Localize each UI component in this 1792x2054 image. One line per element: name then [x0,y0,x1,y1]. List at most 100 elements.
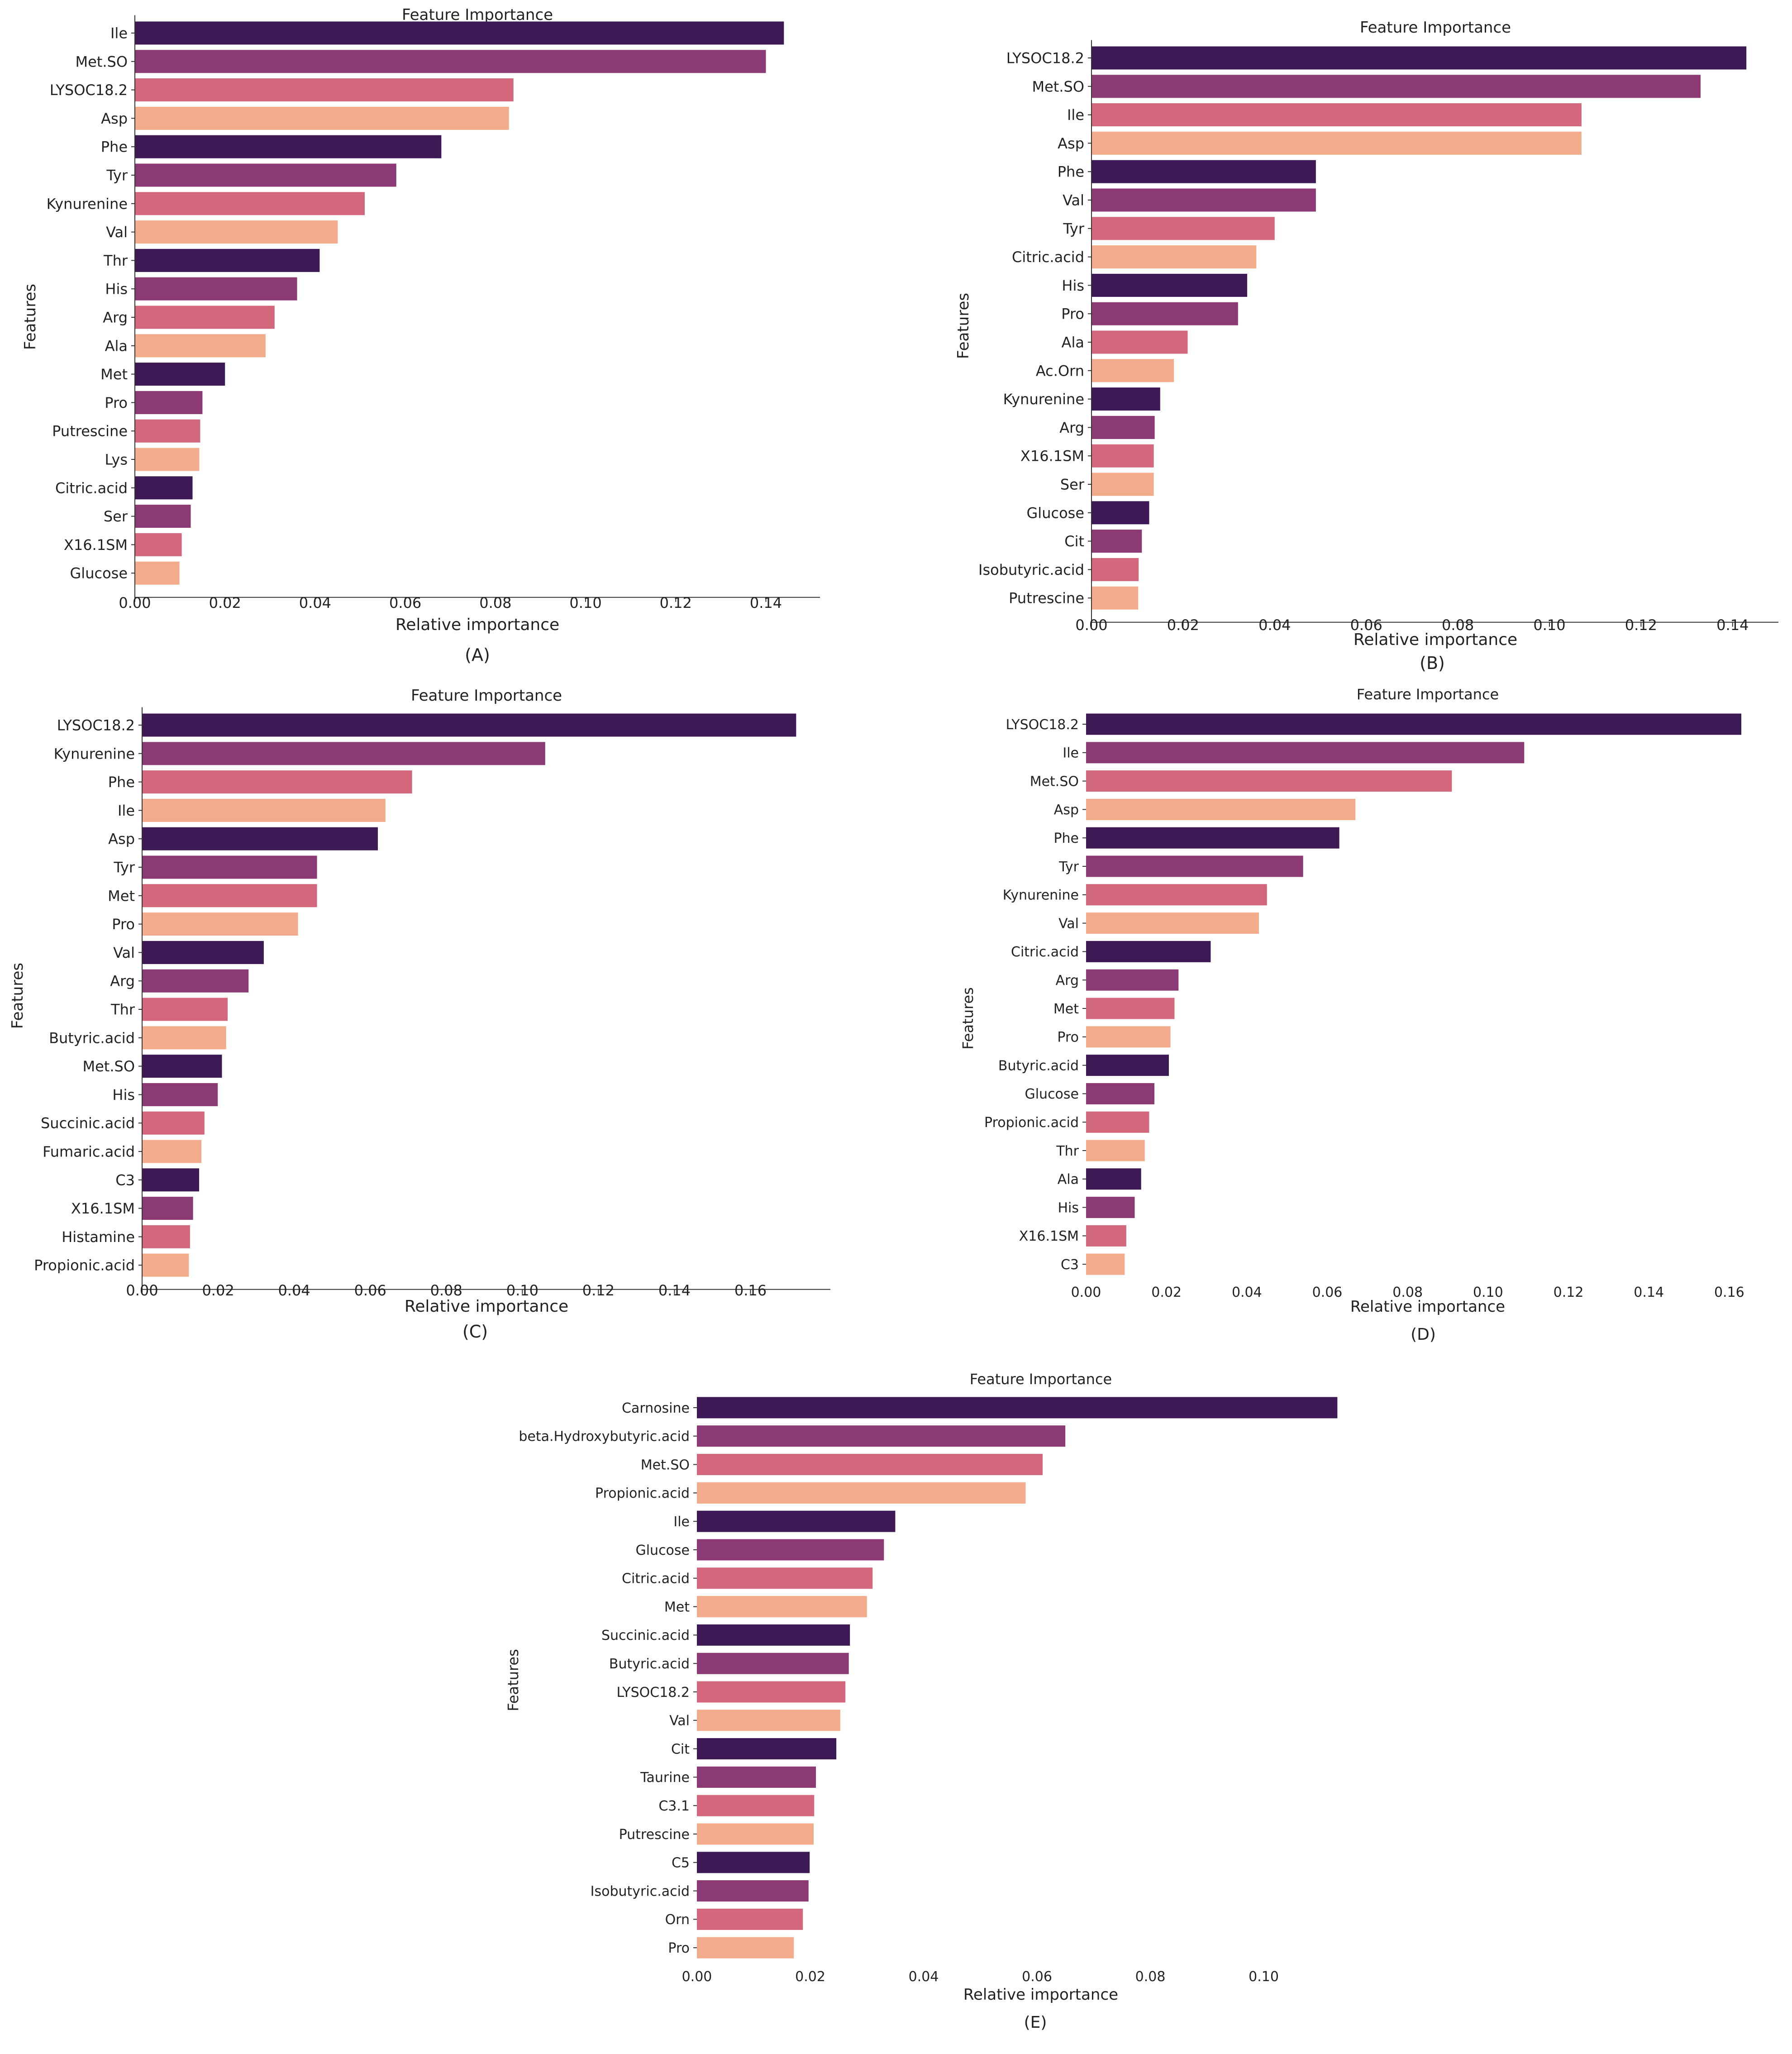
bar [142,998,228,1021]
x-tick-label: 0.04 [1258,616,1291,634]
category-label: Arg [103,309,128,326]
y-axis-label: Features [959,987,977,1050]
category-label: Asp [1058,135,1084,152]
category-label: Met.SO [1030,774,1079,789]
bar [135,135,442,158]
category-label: Succinic.acid [41,1115,135,1132]
category-label: His [1058,1200,1079,1216]
bar [1086,1253,1125,1275]
bar [697,1397,1338,1419]
category-label: Isobutyric.acid [978,561,1084,578]
category-label: Kynurenine [54,745,135,762]
category-label: Pro [112,916,135,933]
bar [142,742,545,765]
category-label: Val [1063,192,1084,209]
category-label: Ala [105,337,128,354]
bar [1091,359,1174,382]
category-label: C3.1 [658,1798,690,1814]
category-label: Succinic.acid [601,1628,690,1643]
bar [697,1937,794,1958]
category-label: Taurine [640,1770,690,1786]
x-tick-label: 0.00 [119,594,151,611]
bar [1086,912,1259,934]
category-label: beta.Hydroxybutyric.acid [519,1429,690,1445]
bar [135,277,297,301]
x-tick-label: 0.02 [1167,616,1199,634]
bar [1086,1111,1149,1133]
category-label: Glucose [1027,504,1085,521]
category-label: Met [664,1599,690,1615]
category-label: Ile [1063,745,1079,761]
bar [1086,1083,1155,1104]
category-label: Butyric.acid [998,1058,1079,1074]
category-label: Ser [104,508,128,525]
bar [1091,273,1248,297]
x-tick-label: 0.08 [479,594,511,611]
category-label: C5 [672,1855,690,1871]
bar [1091,160,1316,183]
bar [1091,46,1747,70]
x-tick-label: 0.08 [1442,616,1474,634]
bar [142,827,378,850]
bar [1091,530,1142,553]
bar [1091,416,1155,439]
bar [697,1624,850,1646]
y-axis-label: Features [954,293,972,359]
bar [1086,1026,1171,1048]
x-tick-label: 0.14 [750,594,782,611]
category-label: Putrescine [619,1827,690,1843]
category-label: Citric.acid [1011,944,1079,960]
category-label: Met [108,887,135,904]
y-axis-label: Features [21,284,39,350]
category-label: Val [113,944,135,961]
bar [1091,330,1188,354]
category-label: Phe [108,774,135,791]
bar [142,884,317,908]
x-tick-label: 0.00 [1075,616,1107,634]
category-label: LYSOC18.2 [57,717,135,734]
category-label: Val [669,1713,690,1729]
category-label: Val [106,224,128,241]
bar [1091,103,1582,127]
bar [142,1253,189,1277]
x-tick-label: 0.10 [506,1282,539,1299]
bar [135,220,338,244]
bar [1086,941,1211,962]
bar [142,713,796,737]
panel-label: (B) [1420,653,1445,673]
bar [697,1454,1043,1476]
category-label: Putrescine [52,423,128,440]
bar [697,1795,815,1816]
category-label: Asp [101,110,128,127]
bar [135,21,784,45]
chart-title: Feature Importance [402,6,553,24]
bar [1086,884,1267,906]
x-axis-label: Relative importance [405,1297,568,1316]
category-label: Ala [1062,334,1084,351]
bar [142,1197,193,1220]
bar [1086,827,1339,849]
category-label: Pro [105,394,128,411]
category-label: Val [1058,916,1079,931]
category-label: Met [100,366,128,383]
category-label: Putrescine [1009,590,1084,607]
bar [1086,1140,1145,1161]
bar [1086,798,1356,820]
category-label: Butyric.acid [609,1656,690,1672]
category-label: Pro [1057,1030,1079,1046]
category-label: Phe [101,139,128,156]
x-tick-label: 0.02 [209,594,241,611]
category-label: Met [1053,1001,1079,1017]
category-label: Carnosine [622,1400,690,1416]
panel-label: (A) [465,645,490,665]
category-label: Histamine [62,1228,135,1246]
category-label: Cit [1064,533,1084,550]
chart-title: Feature Importance [1360,19,1511,37]
x-tick-label: 0.02 [795,1969,825,1985]
bar [142,1111,205,1135]
bar [1086,1225,1126,1247]
category-label: LYSOC18.2 [50,81,128,99]
category-label: Tyr [1063,220,1085,237]
category-label: X16.1SM [64,536,128,554]
category-label: LYSOC18.2 [1006,717,1079,733]
